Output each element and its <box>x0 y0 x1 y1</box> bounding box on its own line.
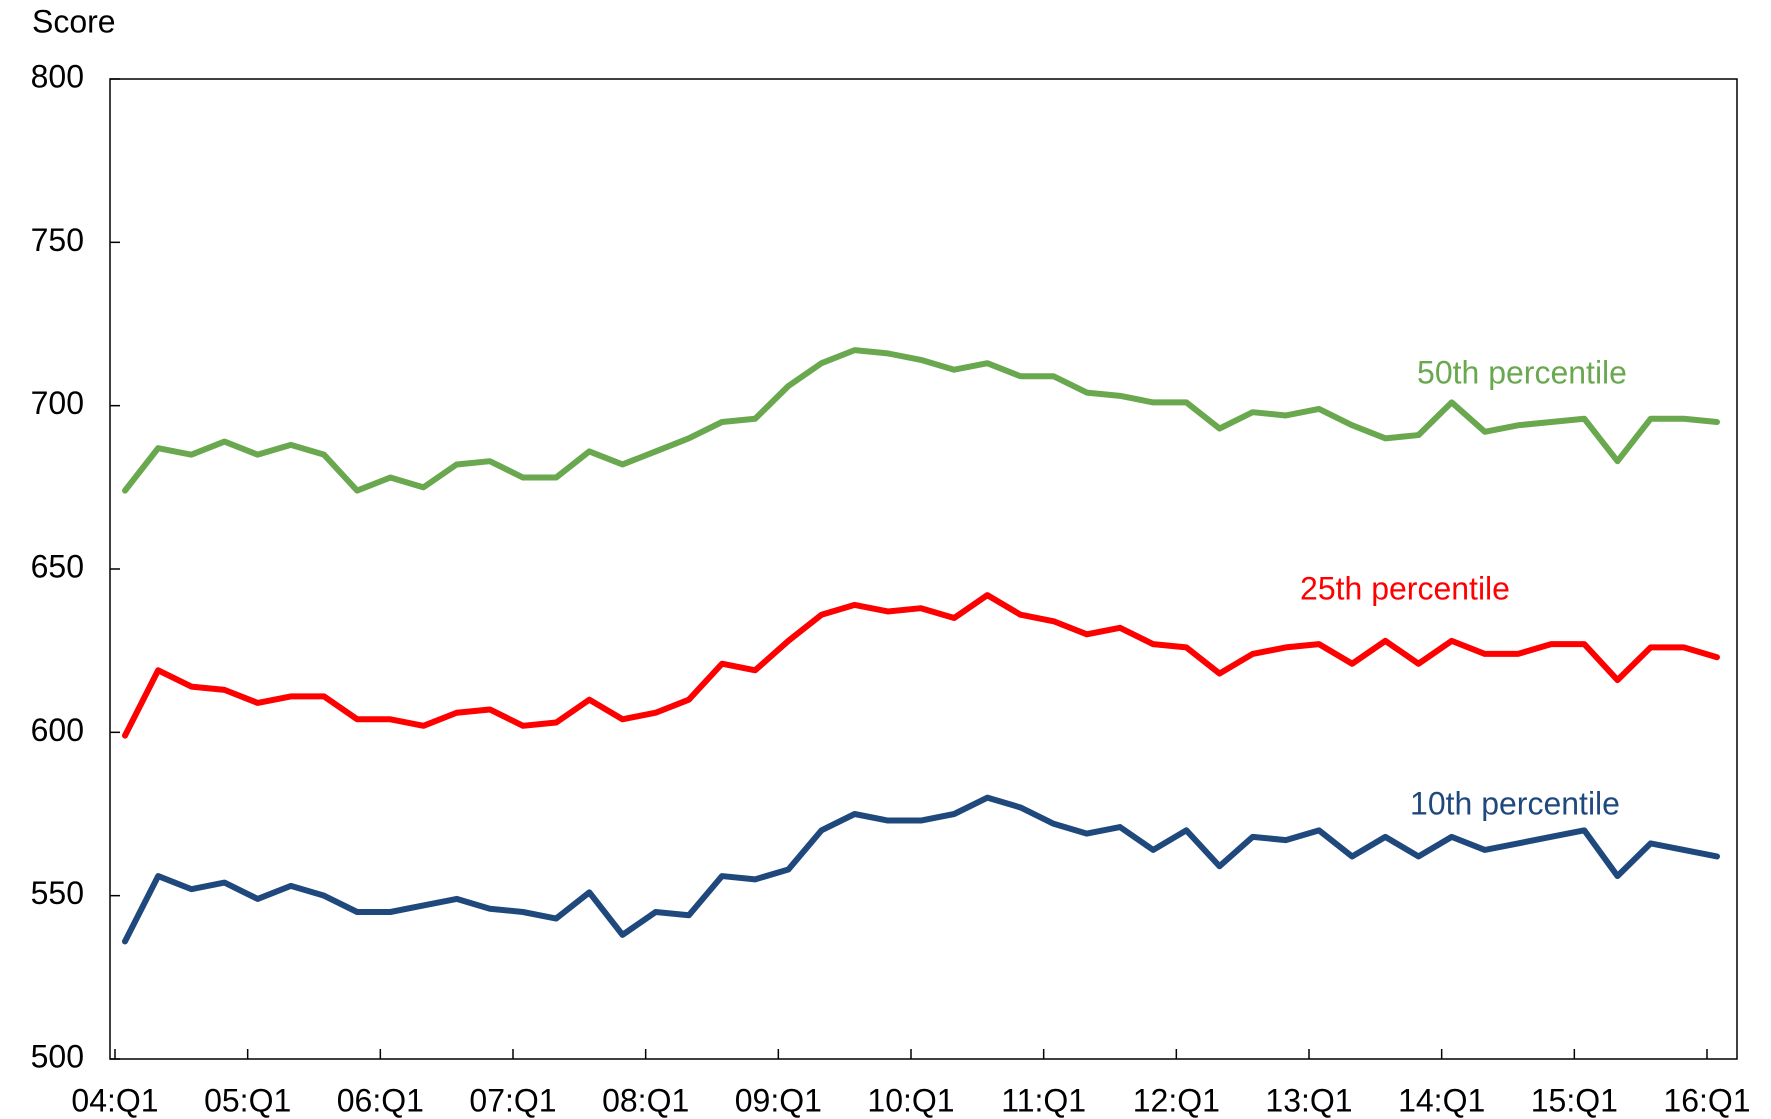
series-line <box>122 794 1720 945</box>
y-axis-label: Score <box>32 3 116 39</box>
series-line <box>122 592 1720 739</box>
series-label: 50th percentile <box>1417 354 1627 390</box>
x-tick-label: 07:Q1 <box>469 1082 556 1118</box>
y-tick-label: 750 <box>31 222 84 258</box>
x-tick-label: 13:Q1 <box>1265 1082 1352 1118</box>
x-tick-label: 16:Q1 <box>1663 1082 1750 1118</box>
y-tick-label: 550 <box>31 875 84 911</box>
x-tick-label: 10:Q1 <box>867 1082 954 1118</box>
y-tick-label: 700 <box>31 385 84 421</box>
y-tick-label: 650 <box>31 548 84 584</box>
x-tick-label: 15:Q1 <box>1531 1082 1618 1118</box>
series-label: 25th percentile <box>1300 570 1510 606</box>
y-tick-label: 500 <box>31 1038 84 1074</box>
y-tick-label: 600 <box>31 712 84 748</box>
x-tick-label: 09:Q1 <box>735 1082 822 1118</box>
x-tick-label: 14:Q1 <box>1398 1082 1485 1118</box>
x-tick-label: 08:Q1 <box>602 1082 689 1118</box>
series-label: 10th percentile <box>1410 785 1620 821</box>
series-line <box>122 347 1720 494</box>
x-tick-label: 06:Q1 <box>337 1082 424 1118</box>
y-tick-label: 800 <box>31 58 84 94</box>
x-tick-label: 11:Q1 <box>1001 1082 1086 1118</box>
x-tick-label: 05:Q1 <box>204 1082 291 1118</box>
x-tick-label: 04:Q1 <box>71 1082 158 1118</box>
x-tick-label: 12:Q1 <box>1133 1082 1220 1118</box>
